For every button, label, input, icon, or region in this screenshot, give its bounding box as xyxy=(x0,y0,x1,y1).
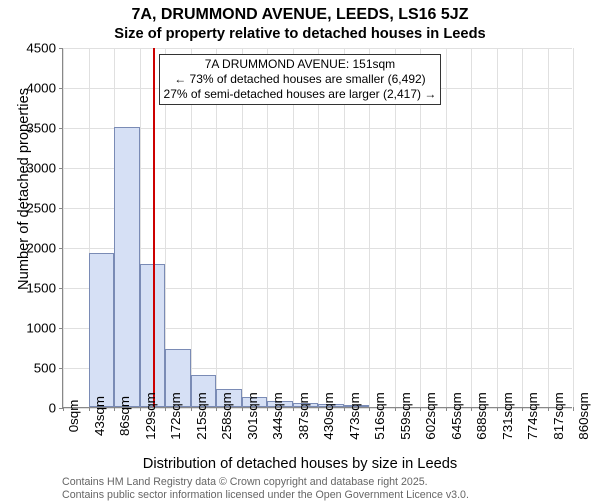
x-tick-label: 602sqm xyxy=(423,392,438,439)
x-tick-label: 688sqm xyxy=(474,392,489,439)
title-main: 7A, DRUMMOND AVENUE, LEEDS, LS16 5JZ xyxy=(0,0,600,24)
x-tick-mark xyxy=(497,407,498,411)
y-tick-label: 3000 xyxy=(0,161,56,176)
y-tick-label: 2000 xyxy=(0,241,56,256)
annotation-line: ← 73% of detached houses are smaller (6,… xyxy=(164,72,437,87)
x-tick-mark xyxy=(573,407,574,411)
histogram-bar xyxy=(89,253,115,407)
x-tick-label: 258sqm xyxy=(219,392,234,439)
title-sub: Size of property relative to detached ho… xyxy=(0,26,600,42)
x-tick-label: 86sqm xyxy=(117,396,132,436)
x-tick-label: 215sqm xyxy=(194,392,209,439)
x-tick-mark xyxy=(216,407,217,411)
x-tick-label: 731sqm xyxy=(500,392,515,439)
y-tick-label: 4500 xyxy=(0,41,56,56)
x-tick-mark xyxy=(89,407,90,411)
x-tick-label: 430sqm xyxy=(321,392,336,439)
grid-line-v xyxy=(497,48,498,407)
x-tick-mark xyxy=(191,407,192,411)
grid-line-v xyxy=(471,48,472,407)
grid-line-v xyxy=(573,48,574,407)
x-tick-label: 774sqm xyxy=(525,392,540,439)
y-tick-label: 2500 xyxy=(0,201,56,216)
x-tick-label: 645sqm xyxy=(449,392,464,439)
x-tick-mark xyxy=(63,407,64,411)
x-tick-mark xyxy=(471,407,472,411)
x-tick-mark xyxy=(344,407,345,411)
x-tick-label: 172sqm xyxy=(168,392,183,439)
x-tick-label: 817sqm xyxy=(551,392,566,439)
histogram-bar xyxy=(114,127,140,407)
y-tick-label: 1500 xyxy=(0,281,56,296)
x-tick-label: 473sqm xyxy=(347,392,362,439)
x-tick-label: 387sqm xyxy=(296,392,311,439)
footer-line-1: Contains HM Land Registry data © Crown c… xyxy=(62,476,469,489)
grid-line-v xyxy=(522,48,523,407)
x-tick-mark xyxy=(446,407,447,411)
annotation-line: 7A DRUMMOND AVENUE: 151sqm xyxy=(164,57,437,72)
grid-line-v xyxy=(548,48,549,407)
x-tick-mark xyxy=(114,407,115,411)
x-tick-mark xyxy=(522,407,523,411)
x-tick-mark xyxy=(369,407,370,411)
grid-line-v xyxy=(63,48,64,407)
y-tick-label: 3500 xyxy=(0,121,56,136)
y-tick-label: 4000 xyxy=(0,81,56,96)
x-tick-label: 129sqm xyxy=(143,392,158,439)
x-tick-mark xyxy=(165,407,166,411)
x-tick-mark xyxy=(267,407,268,411)
x-tick-mark xyxy=(293,407,294,411)
y-axis-label: Number of detached properties xyxy=(16,88,32,290)
x-tick-label: 860sqm xyxy=(576,392,591,439)
y-tick-label: 0 xyxy=(0,401,56,416)
x-tick-label: 344sqm xyxy=(270,392,285,439)
x-axis-label: Distribution of detached houses by size … xyxy=(0,456,600,472)
annotation-line: 27% of semi-detached houses are larger (… xyxy=(164,87,437,102)
x-tick-label: 516sqm xyxy=(372,392,387,439)
x-tick-label: 301sqm xyxy=(245,392,260,439)
annotation-box: 7A DRUMMOND AVENUE: 151sqm← 73% of detac… xyxy=(159,54,442,105)
grid-line-v xyxy=(446,48,447,407)
x-tick-label: 0sqm xyxy=(66,400,81,433)
x-tick-mark xyxy=(548,407,549,411)
x-tick-mark xyxy=(242,407,243,411)
chart-container: 7A, DRUMMOND AVENUE, LEEDS, LS16 5JZ Siz… xyxy=(0,0,600,500)
x-tick-label: 559sqm xyxy=(398,392,413,439)
x-tick-mark xyxy=(318,407,319,411)
x-tick-mark xyxy=(140,407,141,411)
x-tick-mark xyxy=(395,407,396,411)
x-tick-mark xyxy=(420,407,421,411)
x-tick-label: 43sqm xyxy=(92,396,107,436)
y-tick-label: 500 xyxy=(0,361,56,376)
footer-attribution: Contains HM Land Registry data © Crown c… xyxy=(62,476,469,502)
y-tick-label: 1000 xyxy=(0,321,56,336)
plot-area: 7A DRUMMOND AVENUE: 151sqm← 73% of detac… xyxy=(62,48,572,408)
reference-line xyxy=(153,48,155,407)
